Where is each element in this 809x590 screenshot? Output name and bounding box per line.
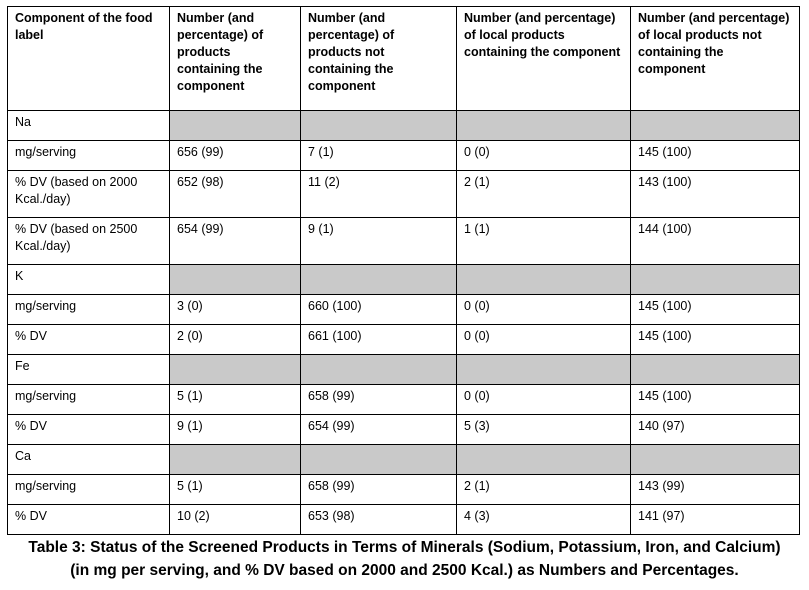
row-label: mg/serving bbox=[7, 140, 170, 171]
table-cell: 11 (2) bbox=[300, 170, 457, 218]
table-row: % DV 10 (2) 653 (98) 4 (3) 141 (97) bbox=[7, 504, 800, 535]
shaded-cell bbox=[300, 444, 457, 475]
shaded-cell bbox=[630, 354, 800, 385]
table-cell: 145 (100) bbox=[630, 324, 800, 355]
row-label: mg/serving bbox=[7, 384, 170, 415]
table-cell: 9 (1) bbox=[300, 217, 457, 265]
table-cell: 0 (0) bbox=[456, 140, 631, 171]
row-label: % DV (based on 2000 Kcal./day) bbox=[7, 170, 170, 218]
table-row: % DV (based on 2500 Kcal./day) 654 (99) … bbox=[7, 217, 800, 265]
table-container: Component of the food label Number (and … bbox=[7, 6, 800, 535]
section-label: Fe bbox=[7, 354, 170, 385]
table-cell: 143 (99) bbox=[630, 474, 800, 505]
table-cell: 0 (0) bbox=[456, 294, 631, 325]
table-cell: 0 (0) bbox=[456, 384, 631, 415]
section-label: Ca bbox=[7, 444, 170, 475]
shaded-cell bbox=[456, 354, 631, 385]
table-row: mg/serving 3 (0) 660 (100) 0 (0) 145 (10… bbox=[7, 294, 800, 325]
header-products-containing: Number (and percentage) of products cont… bbox=[169, 6, 301, 111]
table-cell: 658 (99) bbox=[300, 474, 457, 505]
table-cell: 654 (99) bbox=[300, 414, 457, 445]
table-cell: 658 (99) bbox=[300, 384, 457, 415]
table-cell: 656 (99) bbox=[169, 140, 301, 171]
shaded-cell bbox=[630, 444, 800, 475]
shaded-cell bbox=[169, 354, 301, 385]
row-label: mg/serving bbox=[7, 294, 170, 325]
row-label: % DV bbox=[7, 324, 170, 355]
table-cell: 10 (2) bbox=[169, 504, 301, 535]
table-cell: 9 (1) bbox=[169, 414, 301, 445]
header-products-not-containing: Number (and percentage) of products not … bbox=[300, 6, 457, 111]
shaded-cell bbox=[300, 110, 457, 141]
table-cell: 1 (1) bbox=[456, 217, 631, 265]
table-row: % DV (based on 2000 Kcal./day) 652 (98) … bbox=[7, 170, 800, 218]
caption-line-1: Table 3: Status of the Screened Products… bbox=[28, 539, 781, 556]
shaded-cell bbox=[169, 264, 301, 295]
shaded-cell bbox=[456, 110, 631, 141]
header-local-not-containing: Number (and percentage) of local product… bbox=[630, 6, 800, 111]
row-label: % DV bbox=[7, 414, 170, 445]
table-cell: 2 (1) bbox=[456, 474, 631, 505]
table-cell: 0 (0) bbox=[456, 324, 631, 355]
section-label: K bbox=[7, 264, 170, 295]
shaded-cell bbox=[300, 264, 457, 295]
table-row: % DV 9 (1) 654 (99) 5 (3) 140 (97) bbox=[7, 414, 800, 445]
shaded-cell bbox=[630, 110, 800, 141]
table-cell: 654 (99) bbox=[169, 217, 301, 265]
shaded-cell bbox=[456, 264, 631, 295]
table-cell: 661 (100) bbox=[300, 324, 457, 355]
minerals-table: Component of the food label Number (and … bbox=[7, 6, 800, 535]
shaded-cell bbox=[630, 264, 800, 295]
table-cell: 145 (100) bbox=[630, 384, 800, 415]
section-row-na: Na bbox=[7, 110, 800, 141]
table-cell: 2 (0) bbox=[169, 324, 301, 355]
table-cell: 145 (100) bbox=[630, 294, 800, 325]
caption-line-2: (in mg per serving, and % DV based on 20… bbox=[70, 562, 739, 579]
section-label: Na bbox=[7, 110, 170, 141]
header-row: Component of the food label Number (and … bbox=[7, 6, 800, 111]
section-row-fe: Fe bbox=[7, 354, 800, 385]
table-row: % DV 2 (0) 661 (100) 0 (0) 145 (100) bbox=[7, 324, 800, 355]
table-cell: 143 (100) bbox=[630, 170, 800, 218]
header-component: Component of the food label bbox=[7, 6, 170, 111]
table-cell: 660 (100) bbox=[300, 294, 457, 325]
table-cell: 5 (3) bbox=[456, 414, 631, 445]
table-row: mg/serving 5 (1) 658 (99) 0 (0) 145 (100… bbox=[7, 384, 800, 415]
table-cell: 7 (1) bbox=[300, 140, 457, 171]
table-cell: 4 (3) bbox=[456, 504, 631, 535]
section-row-ca: Ca bbox=[7, 444, 800, 475]
table-cell: 2 (1) bbox=[456, 170, 631, 218]
table-row: mg/serving 5 (1) 658 (99) 2 (1) 143 (99) bbox=[7, 474, 800, 505]
shaded-cell bbox=[169, 110, 301, 141]
table-cell: 3 (0) bbox=[169, 294, 301, 325]
section-row-k: K bbox=[7, 264, 800, 295]
shaded-cell bbox=[456, 444, 631, 475]
table-cell: 5 (1) bbox=[169, 384, 301, 415]
row-label: mg/serving bbox=[7, 474, 170, 505]
table-cell: 652 (98) bbox=[169, 170, 301, 218]
row-label: % DV (based on 2500 Kcal./day) bbox=[7, 217, 170, 265]
shaded-cell bbox=[300, 354, 457, 385]
table-caption: Table 3: Status of the Screened Products… bbox=[0, 536, 809, 582]
header-local-containing: Number (and percentage) of local product… bbox=[456, 6, 631, 111]
table-cell: 653 (98) bbox=[300, 504, 457, 535]
table-cell: 145 (100) bbox=[630, 140, 800, 171]
table-cell: 140 (97) bbox=[630, 414, 800, 445]
table-cell: 5 (1) bbox=[169, 474, 301, 505]
table-cell: 144 (100) bbox=[630, 217, 800, 265]
row-label: % DV bbox=[7, 504, 170, 535]
table-cell: 141 (97) bbox=[630, 504, 800, 535]
table-row: mg/serving 656 (99) 7 (1) 0 (0) 145 (100… bbox=[7, 140, 800, 171]
shaded-cell bbox=[169, 444, 301, 475]
